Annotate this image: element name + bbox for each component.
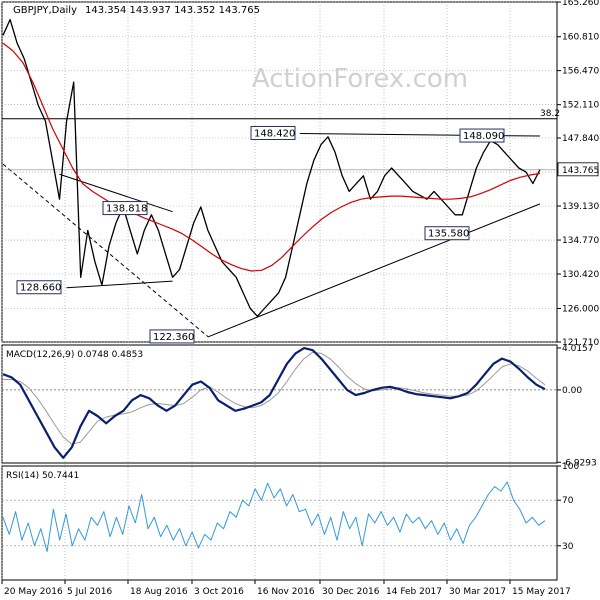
macd-panel-frame xyxy=(1,344,558,464)
chart-title: GBPJPY,Daily xyxy=(13,5,77,16)
price-line xyxy=(2,18,541,317)
x-tick-label: 5 Jul 2016 xyxy=(67,587,112,597)
current-price-box xyxy=(557,162,599,177)
price-tick-label: 152.110 xyxy=(562,101,599,111)
dashed-trendline xyxy=(2,163,209,337)
level-label-box xyxy=(459,128,505,143)
macd-tick-label: -6.9293 xyxy=(562,458,597,468)
level-label: 148.090 xyxy=(463,131,504,142)
x-tick-label: 18 Aug 2016 xyxy=(130,587,188,597)
level-label-box xyxy=(149,329,195,344)
x-tick-label: 16 Nov 2016 xyxy=(257,587,315,597)
rsi-panel-frame xyxy=(1,465,558,581)
x-tick-label: 30 Dec 2016 xyxy=(322,587,380,597)
rsi-tick-label: 30 xyxy=(562,542,574,552)
chart-labels: 143.765 148.420 148.090 138.818 135.580 128.6… xyxy=(6,125,599,481)
macd-tick-label: 4.0157 xyxy=(562,344,594,354)
price-tick-label: 147.840 xyxy=(562,134,599,144)
level-label: 138.818 xyxy=(106,204,147,215)
chart-overlays: 38.2 xyxy=(2,109,560,547)
level-label: 128.660 xyxy=(20,283,61,294)
rsi-tick-label: 70 xyxy=(562,496,574,506)
price-tick-label: 126.000 xyxy=(562,305,599,315)
x-tick-label: 14 Feb 2017 xyxy=(386,587,442,597)
level-label-box xyxy=(250,125,296,140)
level-label-box xyxy=(424,226,470,241)
x-tick-label: 3 Oct 2016 xyxy=(194,587,244,597)
price-tick-label: 160.810 xyxy=(562,33,599,43)
moving-average-line xyxy=(2,42,541,272)
macd-signal-line xyxy=(3,351,546,445)
wedge-upper-line xyxy=(59,173,173,213)
current-price-label: 143.765 xyxy=(562,166,599,176)
macd-title: MACD(12,26,9) 0.0748 0.4853 xyxy=(6,350,143,360)
price-tick-label: 130.420 xyxy=(562,270,599,280)
rsi-line xyxy=(2,481,546,552)
price-tick-label: 156.470 xyxy=(562,67,599,77)
wedge-lower-line xyxy=(66,280,173,289)
level-label: 122.360 xyxy=(153,332,194,343)
level-label-box xyxy=(102,201,148,216)
chart-ohlc: 143.354 143.937 143.352 143.765 xyxy=(85,5,260,16)
x-tick-label: 15 May 2017 xyxy=(512,587,571,597)
price-tick-label: 165.260 xyxy=(562,0,599,8)
macd-tick-label: 0.00 xyxy=(562,386,582,396)
rsi-title: RSI(14) 50.7441 xyxy=(6,471,79,481)
price-tick-label: 121.710 xyxy=(562,338,599,348)
price-tick-label: 139.130 xyxy=(562,202,599,212)
watermark-text: ActionForex.com xyxy=(252,64,468,94)
rsi-tick-label: 100 xyxy=(562,462,579,472)
rising-support-line xyxy=(207,203,541,338)
x-tick-label: 20 May 2016 xyxy=(4,587,63,597)
chart-series xyxy=(2,18,546,552)
price-tick-label: 134.770 xyxy=(562,236,599,246)
level-label-box xyxy=(16,280,62,295)
fib-38-label: 38.2 xyxy=(540,109,560,119)
x-tick-label: 30 Mar 2017 xyxy=(449,587,506,597)
macd-line xyxy=(2,347,546,459)
level-label: 135.580 xyxy=(428,229,469,240)
level-label: 148.420 xyxy=(254,128,295,139)
